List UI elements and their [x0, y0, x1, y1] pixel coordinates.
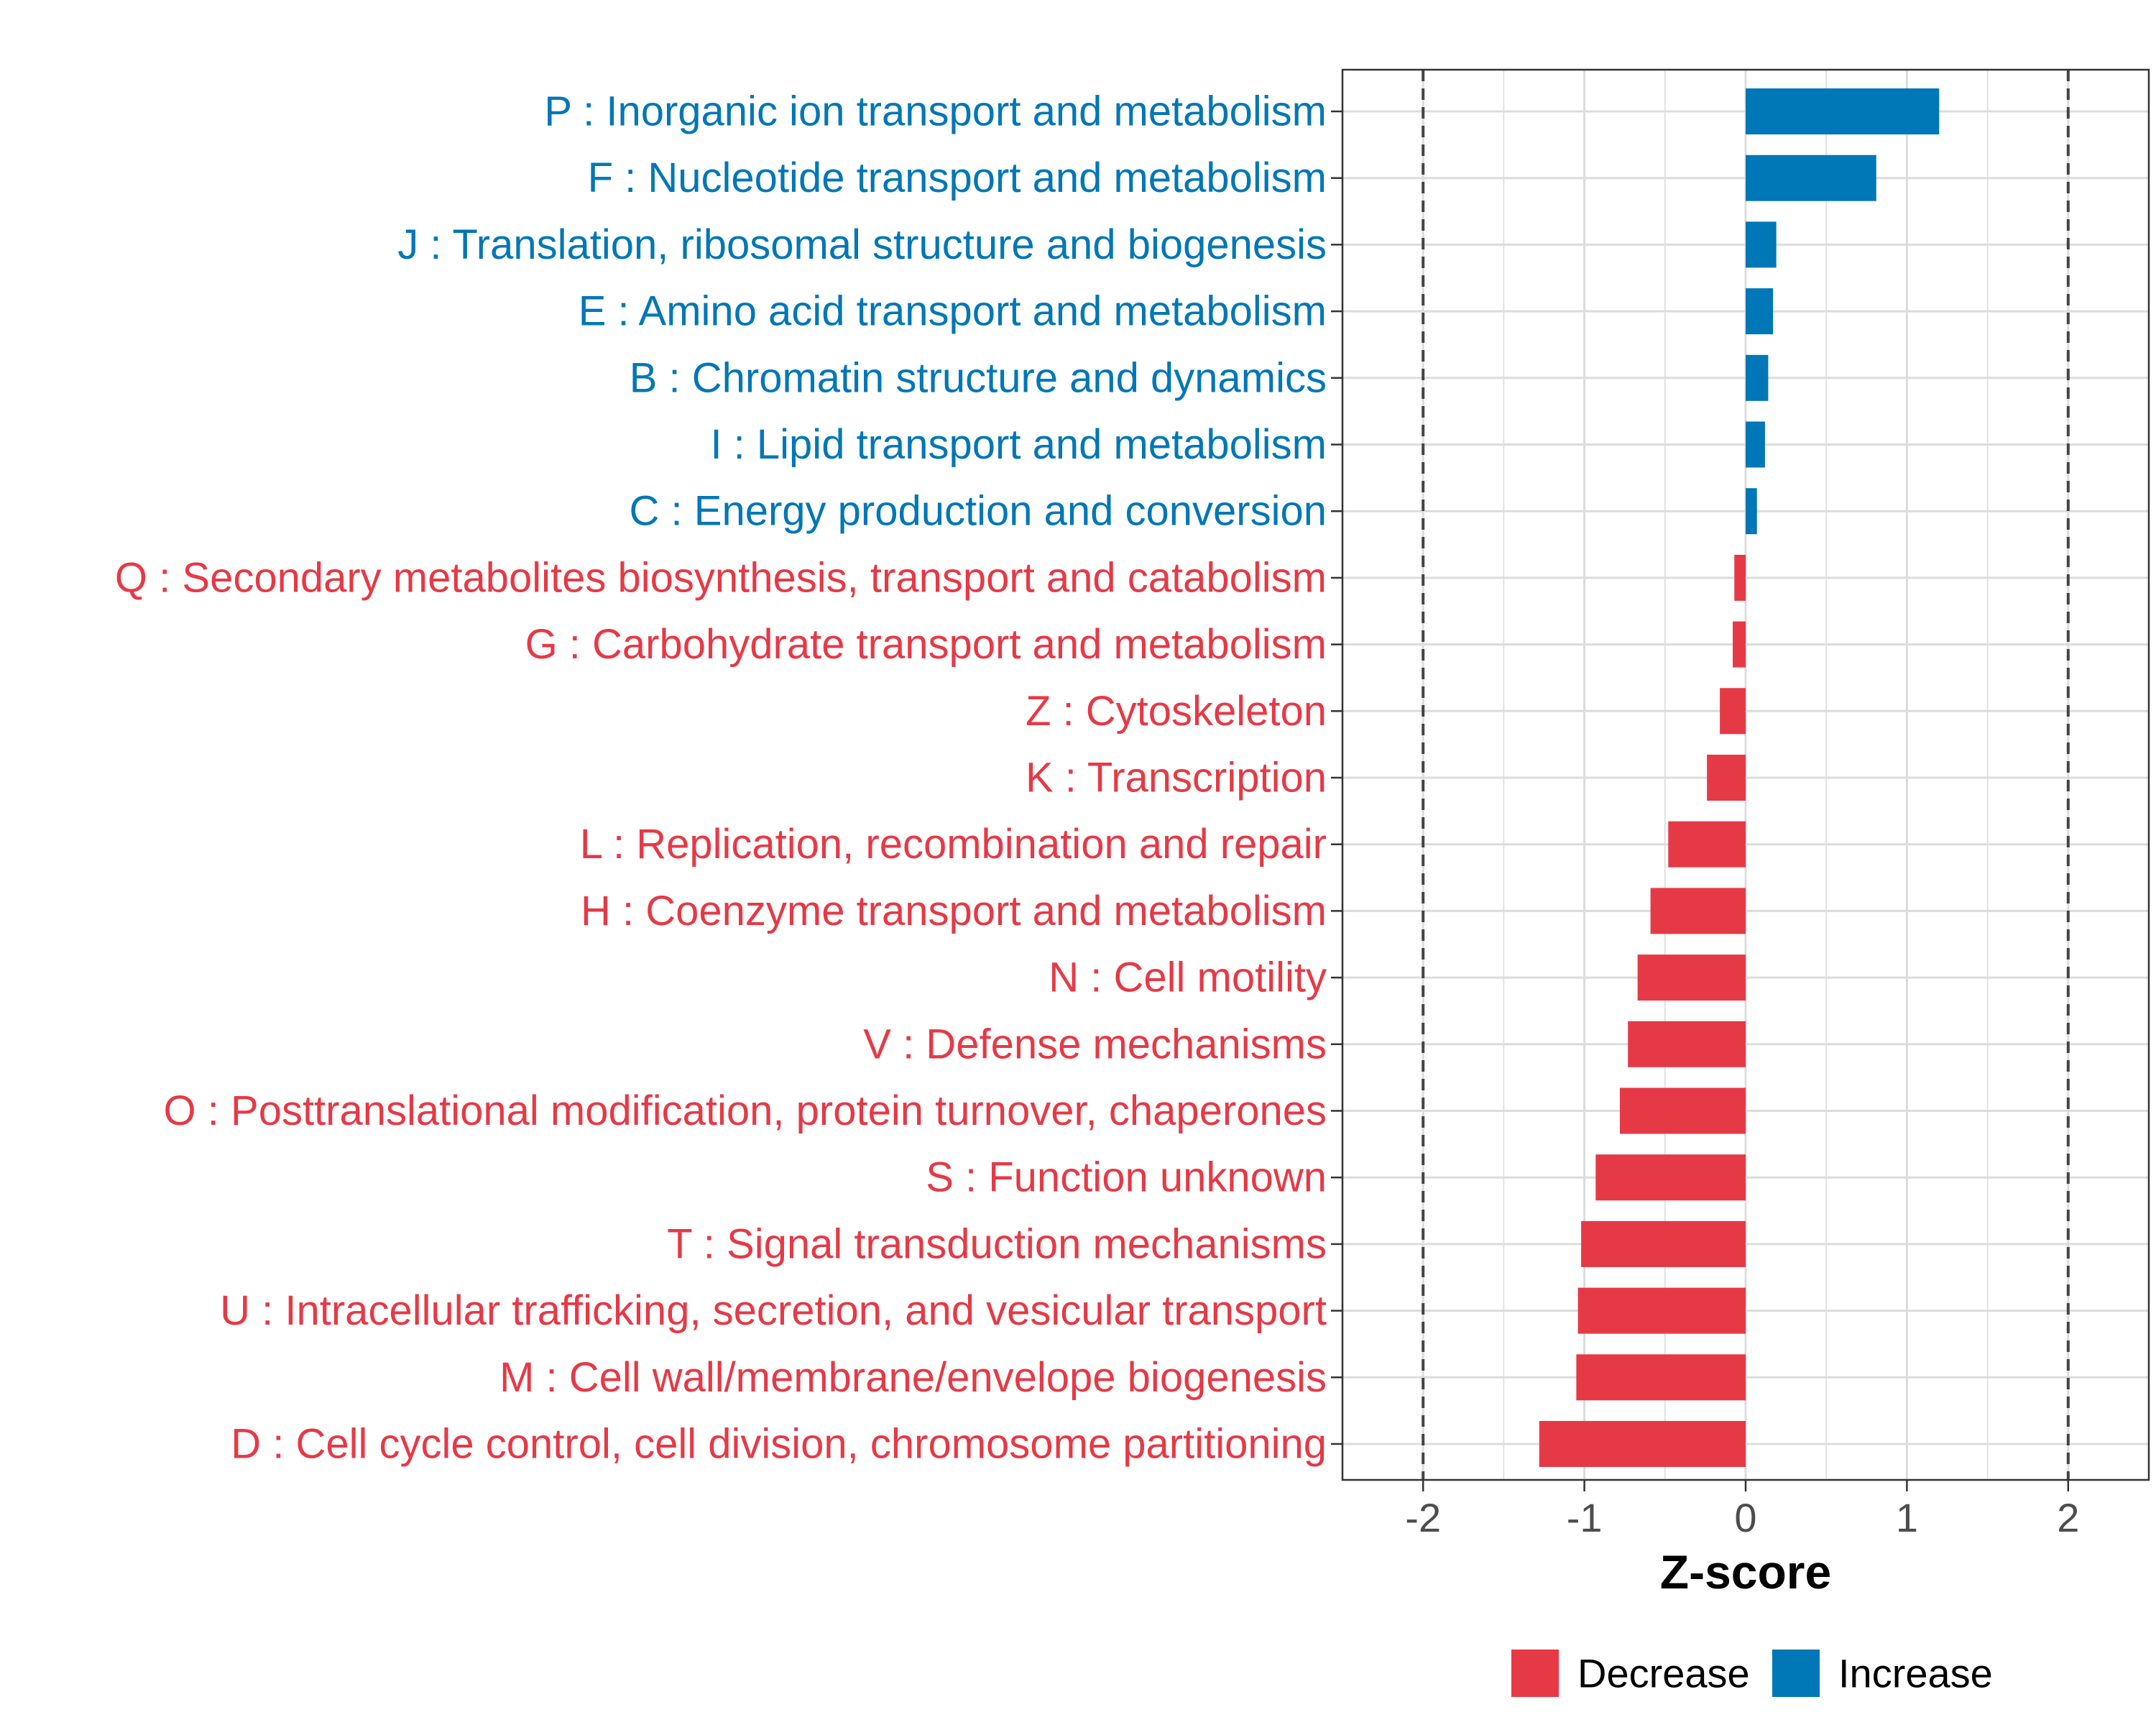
category-label: Q : Secondary metabolites biosynthesis, … — [115, 554, 1327, 601]
y-axis-ticks — [1331, 110, 1342, 1445]
category-label: N : Cell motility — [1049, 954, 1327, 1001]
category-label: B : Chromatin structure and dynamics — [630, 354, 1327, 401]
x-tick-label: 1 — [1896, 1495, 1918, 1540]
bar — [1619, 1087, 1746, 1134]
bars — [1539, 88, 1940, 1467]
legend: Decrease Increase — [1511, 1650, 1993, 1697]
bar — [1746, 488, 1757, 535]
bar — [1650, 888, 1746, 934]
bar — [1746, 288, 1774, 335]
category-label: Z : Cytoskeleton — [1026, 688, 1327, 735]
category-label: S : Function unknown — [926, 1154, 1327, 1201]
bar — [1707, 755, 1746, 801]
bar — [1577, 1287, 1746, 1334]
x-axis-ticks: -2 -1 0 1 2 — [1405, 1480, 2079, 1540]
category-label: U : Intracellular trafficking, secretion… — [220, 1287, 1327, 1334]
bar — [1734, 554, 1746, 601]
category-label: T : Signal transduction mechanisms — [667, 1220, 1327, 1267]
category-label: O : Posttranslational modification, prot… — [164, 1087, 1327, 1134]
bar — [1595, 1154, 1746, 1201]
category-label: D : Cell cycle control, cell division, c… — [231, 1421, 1327, 1468]
category-label: I : Lipid transport and metabolism — [710, 421, 1327, 468]
bar — [1539, 1421, 1746, 1467]
bar — [1720, 688, 1746, 735]
category-label: H : Coenzyme transport and metabolism — [581, 888, 1327, 934]
x-tick-label: -1 — [1567, 1495, 1603, 1540]
bar — [1733, 621, 1746, 668]
legend-swatch — [1772, 1650, 1820, 1697]
category-label: K : Transcription — [1026, 755, 1327, 801]
category-label: G : Carbohydrate transport and metabolis… — [525, 621, 1327, 668]
bar — [1746, 354, 1769, 401]
bar — [1746, 88, 1940, 134]
x-tick-label: 0 — [1734, 1495, 1756, 1540]
category-label: V : Defense mechanisms — [863, 1021, 1327, 1067]
legend-label: Decrease — [1577, 1651, 1750, 1696]
category-label: C : Energy production and conversion — [630, 488, 1327, 535]
category-label: M : Cell wall/membrane/envelope biogenes… — [499, 1354, 1327, 1401]
category-label: L : Replication, recombination and repai… — [580, 821, 1327, 868]
category-label: P : Inorganic ion transport and metaboli… — [544, 88, 1327, 135]
bar — [1746, 221, 1777, 268]
bar — [1668, 821, 1746, 868]
y-axis-category-labels: P : Inorganic ion transport and metaboli… — [115, 88, 1327, 1468]
category-label: E : Amino acid transport and metabolism — [579, 288, 1327, 335]
x-tick-label: 2 — [2057, 1495, 2079, 1540]
bar — [1637, 954, 1746, 1001]
reference-lines — [1422, 70, 2070, 1480]
bar — [1628, 1021, 1746, 1067]
legend-label: Increase — [1838, 1651, 1993, 1696]
bar — [1581, 1220, 1746, 1267]
category-label: J : Translation, ribosomal structure and… — [397, 221, 1327, 268]
legend-swatch — [1511, 1650, 1559, 1697]
category-label: F : Nucleotide transport and metabolism — [588, 155, 1327, 201]
bar — [1746, 421, 1765, 468]
x-axis-title: Z-score — [1660, 1545, 1831, 1598]
bar — [1746, 155, 1876, 201]
x-tick-label: -2 — [1405, 1495, 1441, 1540]
bar — [1576, 1354, 1746, 1401]
